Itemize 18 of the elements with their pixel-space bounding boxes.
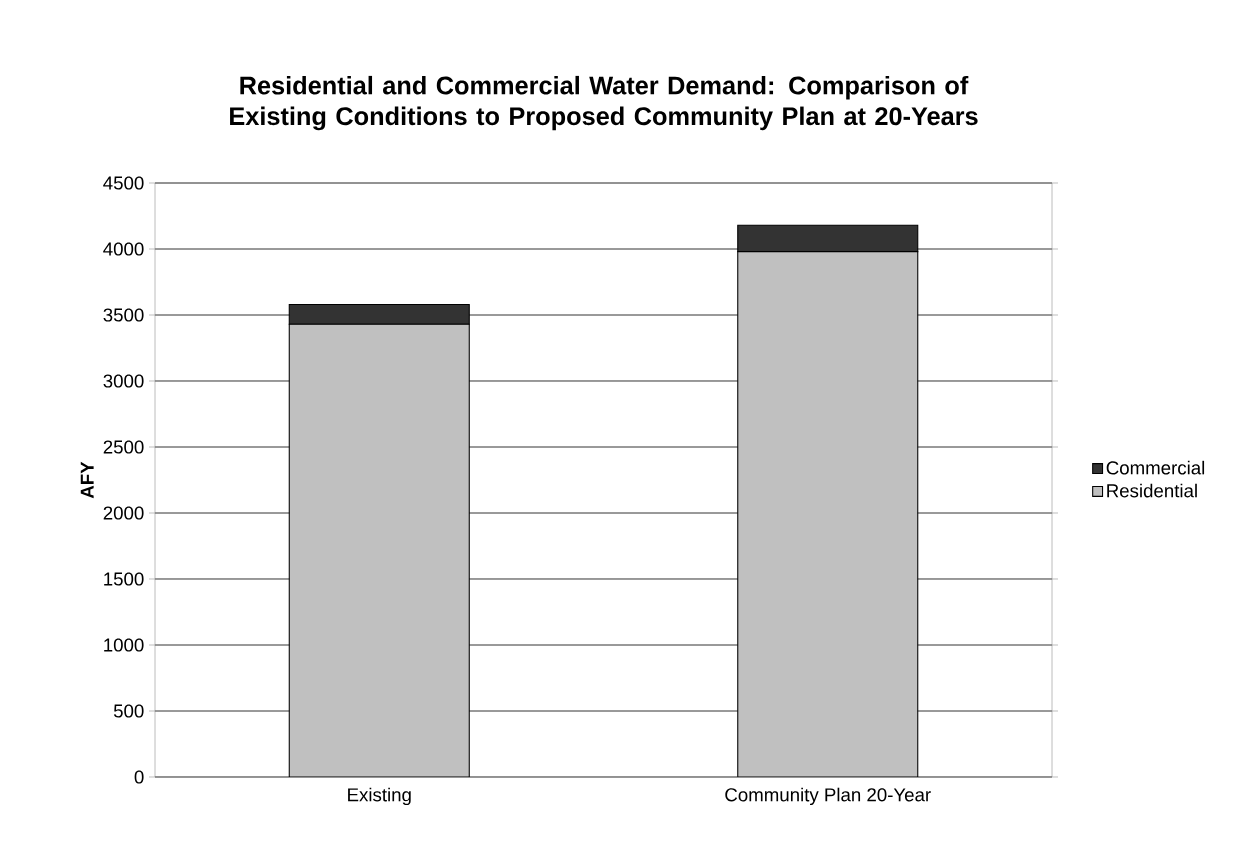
y-tick-label: 1500 <box>104 572 144 586</box>
bar <box>737 251 919 777</box>
y-tick-label: 4000 <box>103 242 144 256</box>
y-tick-label: 0 <box>134 770 144 784</box>
x-tick-label: Existing <box>348 787 411 806</box>
y-tick-label: 500 <box>113 704 144 718</box>
y-tick-label: 2000 <box>103 506 144 520</box>
y-tick-label: 4500 <box>103 176 144 190</box>
legend-label: Residential <box>1107 483 1197 498</box>
y-tick-label: 3000 <box>103 374 144 388</box>
chart-title: Residential and Commercial Water Demand: Comparison of Existing Conditions to Proposed Community Plan at 20-Years <box>230 75 978 131</box>
y-tick-label: 3500 <box>103 308 144 322</box>
bar <box>288 323 470 777</box>
x-tick-label: Community Plan 20-Year <box>725 787 931 806</box>
legend-label: Commercial <box>1106 460 1205 475</box>
y-tick-label: 1000 <box>104 638 144 652</box>
y-tick-label: 2500 <box>103 440 144 454</box>
y-axis-title: AFY <box>80 461 94 499</box>
